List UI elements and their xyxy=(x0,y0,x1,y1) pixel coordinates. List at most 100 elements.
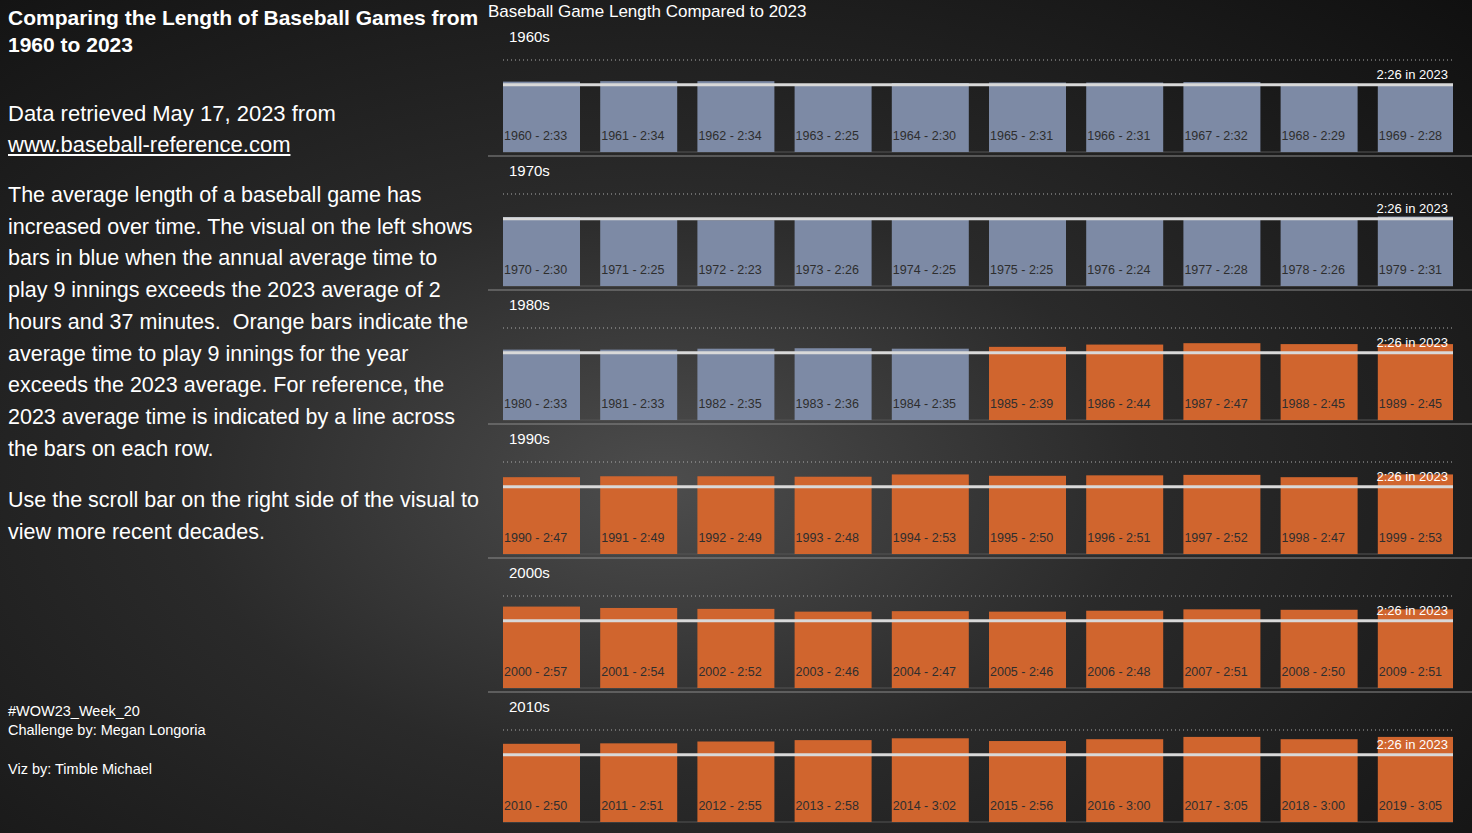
bar xyxy=(503,350,580,420)
reference-label: 2:26 in 2023 xyxy=(1376,335,1448,350)
challenge-credit: Challenge by: Megan Longoria xyxy=(8,722,206,738)
bar xyxy=(600,350,677,420)
bar-label: 1961 - 2:34 xyxy=(601,129,664,143)
bar-label: 2018 - 3:00 xyxy=(1282,799,1345,813)
bar xyxy=(1183,82,1260,152)
bar xyxy=(503,217,580,286)
chart: Baseball Game Length Compared to 2023 196… xyxy=(0,0,1472,833)
decade-row: 1970s2:26 in 20231970 - 2:301971 - 2:251… xyxy=(488,162,1472,290)
bar-label: 2003 - 2:46 xyxy=(796,665,859,679)
source-link: www.baseball-reference.com xyxy=(8,129,482,160)
bar xyxy=(600,81,677,152)
bar xyxy=(697,349,774,420)
plot-area xyxy=(503,737,1453,822)
bar-label: 1987 - 2:47 xyxy=(1184,397,1247,411)
bar-label: 1963 - 2:25 xyxy=(796,129,859,143)
range-top xyxy=(503,60,1453,61)
reference-line xyxy=(503,83,1453,86)
bar xyxy=(892,611,969,688)
bar-label: 2000 - 2:57 xyxy=(504,665,567,679)
bar-label: 1975 - 2:25 xyxy=(990,263,1053,277)
range-top xyxy=(503,194,1453,195)
bar-label: 1980 - 2:33 xyxy=(504,397,567,411)
bar xyxy=(892,738,969,822)
bar xyxy=(503,477,580,554)
bar-label: 2013 - 2:58 xyxy=(796,799,859,813)
decade-row: 1990s2:26 in 20231990 - 2:471991 - 2:491… xyxy=(488,430,1472,558)
sidebar: Comparing the Length of Baseball Games f… xyxy=(8,4,482,549)
range-top xyxy=(503,462,1453,463)
reference-label: 2:26 in 2023 xyxy=(1376,603,1448,618)
hashtag: #WOW23_Week_20 xyxy=(8,703,140,719)
bar xyxy=(892,349,969,420)
bar-label: 1999 - 2:53 xyxy=(1379,531,1442,545)
chart-title: Baseball Game Length Compared to 2023 xyxy=(488,2,806,21)
bar-label: 1995 - 2:50 xyxy=(990,531,1053,545)
bar-label: 1989 - 2:45 xyxy=(1379,397,1442,411)
row-separator xyxy=(488,424,1472,425)
bar-label: 2004 - 2:47 xyxy=(893,665,956,679)
bar-label: 1983 - 2:36 xyxy=(796,397,859,411)
bar xyxy=(1086,345,1163,420)
bar-label: 1988 - 2:45 xyxy=(1282,397,1345,411)
row-title: 1970s xyxy=(509,162,550,179)
reference-line xyxy=(503,351,1453,354)
bar-label: 2001 - 2:54 xyxy=(601,665,664,679)
bar xyxy=(1183,737,1260,822)
bar-label: 1997 - 2:52 xyxy=(1184,531,1247,545)
bar xyxy=(1281,477,1358,554)
reference-line xyxy=(503,217,1453,220)
bar-label: 2008 - 2:50 xyxy=(1282,665,1345,679)
bar-label: 1996 - 2:51 xyxy=(1087,531,1150,545)
bar xyxy=(1378,344,1453,420)
bar xyxy=(989,612,1066,688)
bar xyxy=(1086,83,1163,152)
bar xyxy=(503,82,580,152)
bar xyxy=(1183,218,1260,286)
bar xyxy=(503,607,580,688)
bar-label: 1981 - 2:33 xyxy=(601,397,664,411)
bar-label: 1970 - 2:30 xyxy=(504,263,567,277)
bar xyxy=(1281,739,1358,822)
reference-label: 2:26 in 2023 xyxy=(1376,201,1448,216)
reference-label: 2:26 in 2023 xyxy=(1376,67,1448,82)
decade-row: 2010s2:26 in 20232010 - 2:502011 - 2:512… xyxy=(503,698,1455,822)
row-separator xyxy=(488,558,1472,559)
description: The average length of a baseball game ha… xyxy=(8,180,482,465)
range-top xyxy=(503,328,1453,329)
bar xyxy=(1281,83,1358,152)
bar xyxy=(795,85,872,152)
bar xyxy=(1378,217,1453,286)
bar-label: 2005 - 2:46 xyxy=(990,665,1053,679)
bar xyxy=(795,348,872,420)
bar-label: 1993 - 2:48 xyxy=(796,531,859,545)
bar-label: 1962 - 2:34 xyxy=(698,129,761,143)
reference-line xyxy=(503,619,1453,622)
bar-label: 1982 - 2:35 xyxy=(698,397,761,411)
bar-label: 2007 - 2:51 xyxy=(1184,665,1247,679)
decade-row: 2000s2:26 in 20232000 - 2:572001 - 2:542… xyxy=(488,564,1472,692)
bar xyxy=(989,347,1066,420)
bar-label: 1960 - 2:33 xyxy=(504,129,567,143)
bar xyxy=(892,219,969,286)
row-title: 1990s xyxy=(509,430,550,447)
bar xyxy=(697,81,774,152)
row-separator xyxy=(488,692,1472,693)
range-top xyxy=(503,730,1453,731)
bar-label: 2009 - 2:51 xyxy=(1379,665,1442,679)
bar xyxy=(1281,219,1358,286)
bar-label: 1968 - 2:29 xyxy=(1282,129,1345,143)
bar xyxy=(697,220,774,286)
reference-label: 2:26 in 2023 xyxy=(1376,737,1448,752)
bar xyxy=(795,219,872,286)
bar xyxy=(1086,220,1163,286)
bar-label: 1967 - 2:32 xyxy=(1184,129,1247,143)
bar-label: 1965 - 2:31 xyxy=(990,129,1053,143)
reference-line xyxy=(503,753,1453,756)
bar xyxy=(1183,343,1260,420)
bar xyxy=(989,741,1066,822)
bar xyxy=(600,219,677,286)
bar-label: 1979 - 2:31 xyxy=(1379,263,1442,277)
bar-label: 1998 - 2:47 xyxy=(1282,531,1345,545)
plot-area xyxy=(503,474,1453,554)
